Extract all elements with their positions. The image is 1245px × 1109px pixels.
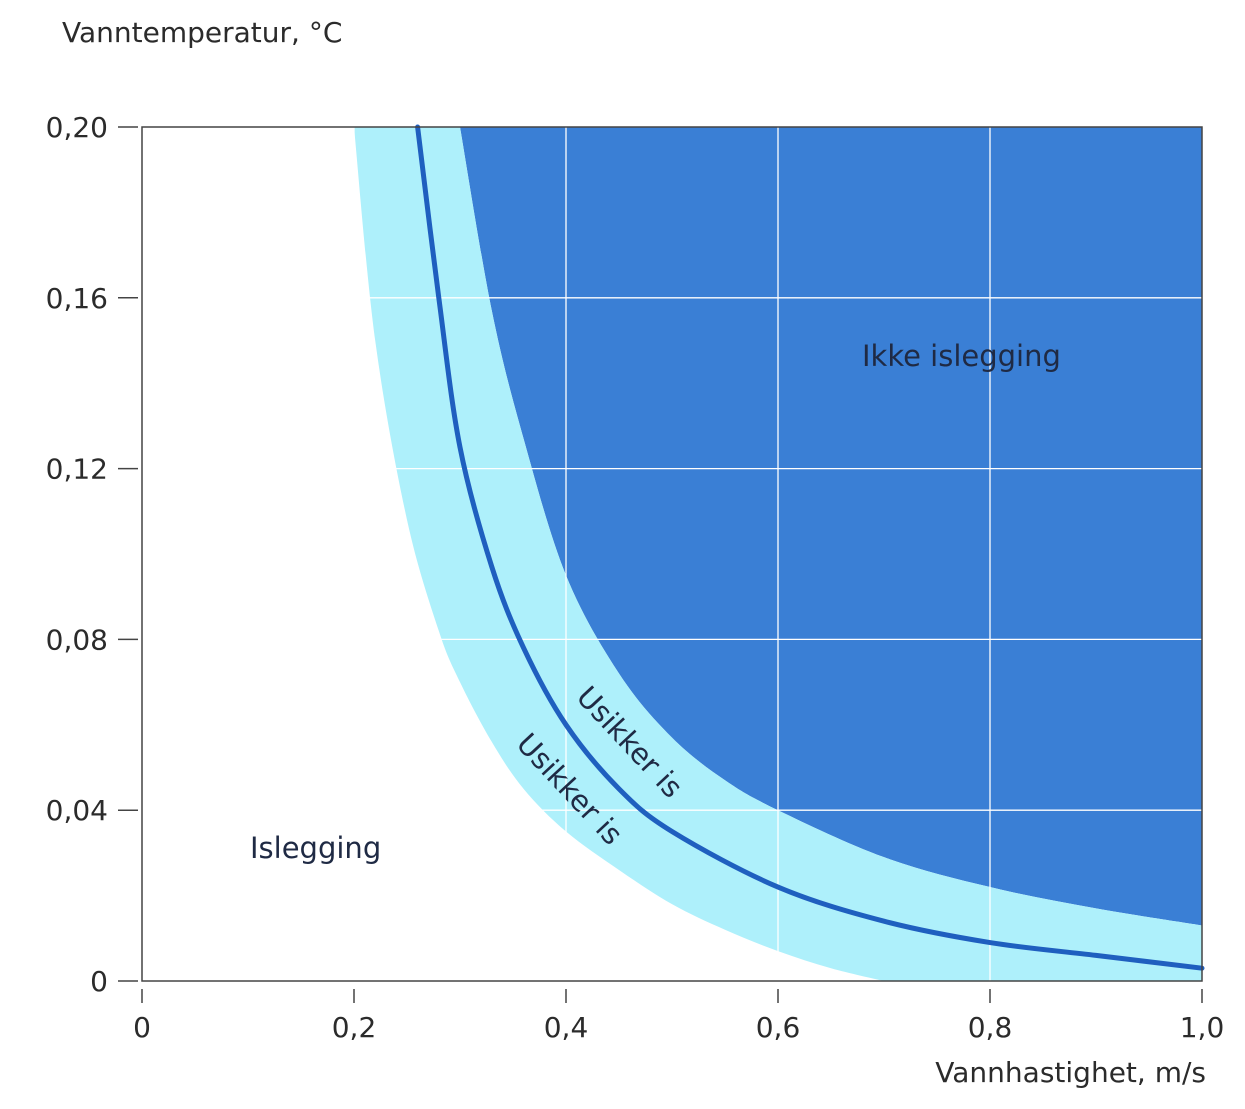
gridlines [142, 127, 1202, 981]
y-tick-label: 0,08 [46, 623, 108, 656]
y-axis-ticks: 0 0,04 0,08 0,12 0,16 0,20 [46, 111, 138, 998]
x-tick-label: 0,8 [968, 1011, 1013, 1044]
y-tick-label: 0,04 [46, 794, 108, 827]
x-axis-ticks: 0 0,2 0,4 0,6 0,8 1,0 [133, 989, 1224, 1044]
y-tick-label: 0,12 [46, 453, 108, 486]
plot-area [142, 124, 1205, 981]
x-axis-title: Vannhastighet, m/s [935, 1056, 1206, 1089]
x-tick-label: 0 [133, 1011, 151, 1044]
y-tick-label: 0,20 [46, 111, 108, 144]
x-tick-label: 1,0 [1180, 1011, 1225, 1044]
plot-frame [141, 126, 1203, 982]
y-tick-label: 0,16 [46, 282, 108, 315]
y-axis-title: Vanntemperatur, °C [62, 16, 342, 49]
no-ice-label: Ikke islegging [862, 339, 1061, 373]
ice-boundary-line [415, 124, 1205, 971]
x-tick-label: 0,4 [544, 1011, 589, 1044]
no-ice-region [460, 127, 1202, 926]
y-tick-label: 0 [90, 965, 108, 998]
x-tick-label: 0,6 [756, 1011, 801, 1044]
ice-label: Islegging [250, 831, 381, 865]
x-tick-label: 0,2 [332, 1011, 377, 1044]
